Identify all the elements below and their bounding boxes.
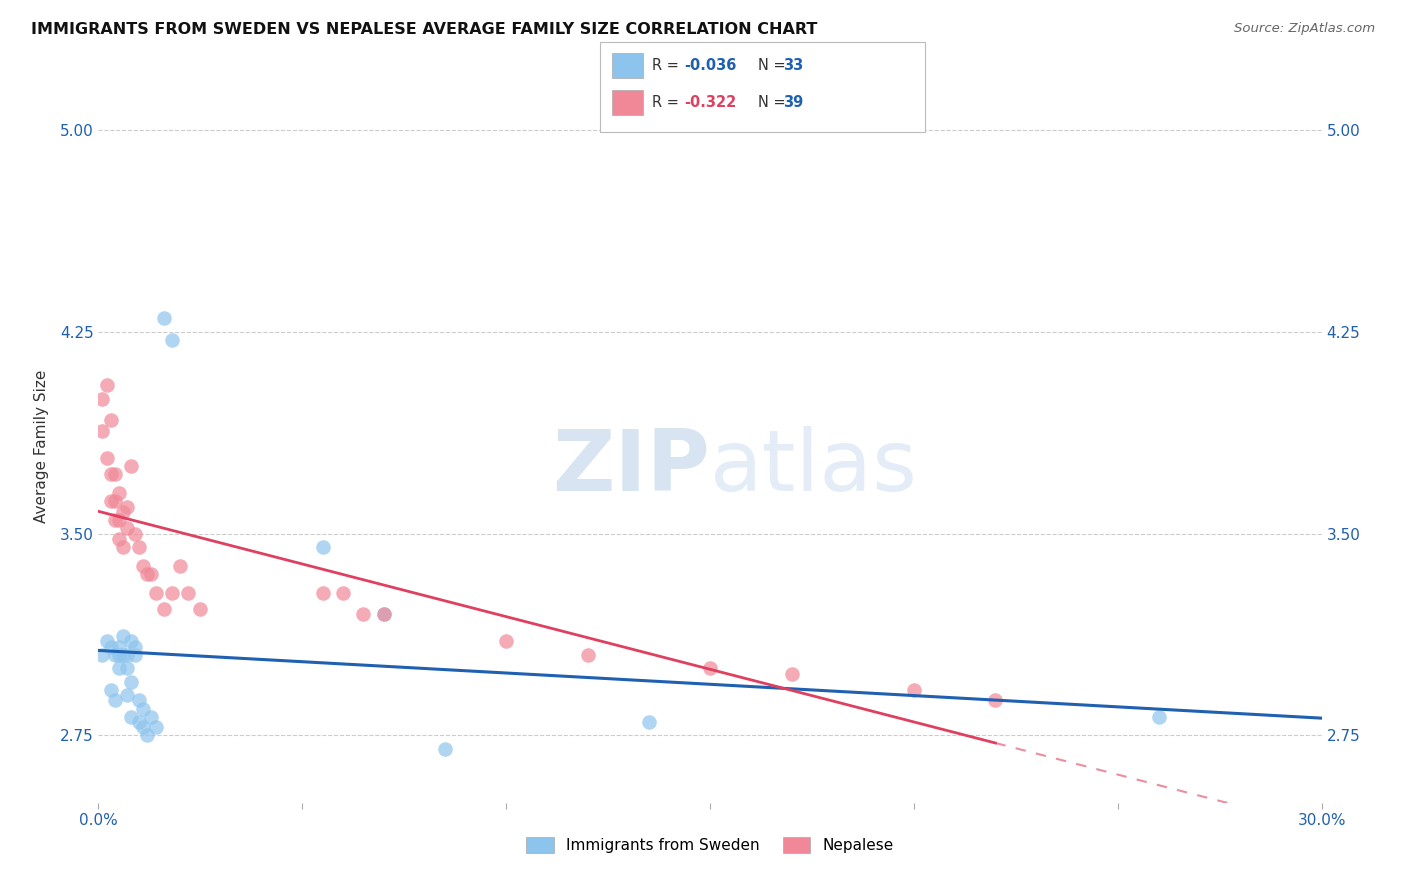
Text: R =: R = [652,58,683,72]
Point [115,661,138,675]
Point [108,532,131,546]
Y-axis label: Average Family Size: Average Family Size [34,369,49,523]
Point [136,566,159,581]
Point [188,602,212,616]
Point [115,500,138,514]
Point [160,586,183,600]
Point [111,629,134,643]
Point [108,513,131,527]
Point [780,666,803,681]
Point [128,540,150,554]
Text: N =: N = [758,95,790,110]
Point [108,640,131,654]
Point [111,505,134,519]
Point [104,648,127,662]
Point [100,682,122,697]
Point [637,714,661,729]
Point [177,586,200,600]
Point [332,586,354,600]
Point [111,648,134,662]
Point [100,640,122,654]
Point [96,378,118,392]
Point [104,693,127,707]
Point [96,634,118,648]
Point [699,661,721,675]
Point [152,311,174,326]
Text: -0.036: -0.036 [685,58,737,72]
Point [120,634,142,648]
Point [152,602,174,616]
Point [373,607,395,622]
Point [104,494,127,508]
Point [495,634,517,648]
Point [373,607,395,622]
Point [91,648,114,662]
Point [115,648,138,662]
Point [141,709,163,723]
Point [1147,709,1170,723]
Point [128,693,150,707]
Point [104,467,127,482]
Point [124,526,146,541]
Point [111,540,134,554]
Point [984,693,1007,707]
Point [115,688,138,702]
Point [100,467,122,482]
Point [120,674,142,689]
Text: R =: R = [652,95,683,110]
Text: 39: 39 [783,95,803,110]
Text: N =: N = [758,58,790,72]
Point [108,648,131,662]
Point [108,661,131,675]
Point [132,558,155,573]
Point [128,714,150,729]
Point [115,521,138,535]
Point [160,333,183,347]
Text: IMMIGRANTS FROM SWEDEN VS NEPALESE AVERAGE FAMILY SIZE CORRELATION CHART: IMMIGRANTS FROM SWEDEN VS NEPALESE AVERA… [31,22,817,37]
Point [312,540,335,554]
Text: atlas: atlas [710,425,918,509]
Point [108,486,131,500]
Point [124,640,146,654]
Point [96,451,118,466]
Point [312,586,335,600]
Point [104,513,127,527]
Point [132,720,155,734]
Text: ZIP: ZIP [553,425,710,509]
Point [141,566,163,581]
Point [576,648,599,662]
Point [145,586,167,600]
Point [100,494,122,508]
Text: 33: 33 [783,58,803,72]
Text: -0.322: -0.322 [685,95,737,110]
Point [352,607,374,622]
Point [145,720,167,734]
Point [132,701,155,715]
Point [434,742,457,756]
Point [100,413,122,427]
Point [136,729,159,743]
Legend: Immigrants from Sweden, Nepalese: Immigrants from Sweden, Nepalese [520,831,900,859]
Point [124,648,146,662]
Text: Source: ZipAtlas.com: Source: ZipAtlas.com [1234,22,1375,36]
Point [169,558,191,573]
Point [903,682,925,697]
Point [120,459,142,474]
Point [120,709,142,723]
Point [91,392,114,406]
Point [91,424,114,438]
